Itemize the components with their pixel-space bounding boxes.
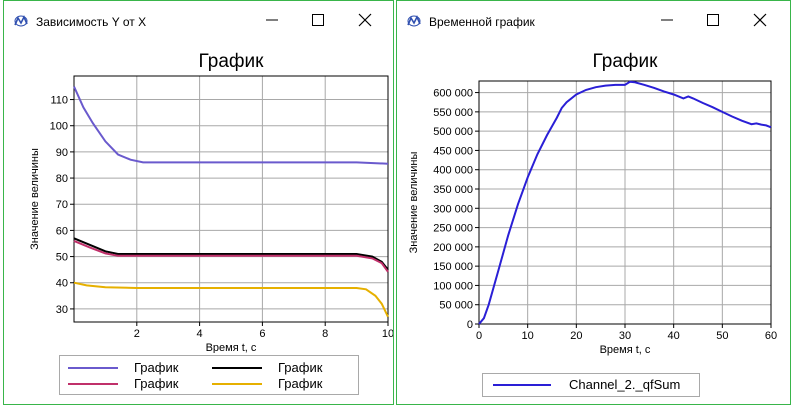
minimize-icon [266, 19, 278, 21]
y-tick-label: 110 [50, 95, 68, 107]
x-tick-label: 40 [668, 330, 680, 342]
chart-legend: Channel_2._qfSum [482, 373, 700, 397]
x-tick-label: 4 [197, 328, 203, 340]
minimize-icon [661, 19, 673, 21]
x-tick-label: 6 [259, 328, 265, 340]
chart-title: График [593, 51, 659, 72]
y-tick-label: 300 000 [433, 203, 473, 215]
y-tick-label: 500 000 [433, 126, 473, 138]
x-axis-label: Время t, с [206, 342, 257, 353]
y-tick-label: 60 [56, 225, 68, 237]
legend-label: График [134, 376, 179, 391]
series-line [73, 86, 389, 165]
maximize-button[interactable] [300, 7, 336, 33]
y-tick-label: 200 000 [433, 242, 473, 254]
close-button[interactable] [347, 7, 383, 33]
plot-area [74, 76, 388, 322]
x-tick-label: 10 [382, 328, 393, 340]
x-tick-label: 10 [522, 330, 534, 342]
y-tick-label: 40 [56, 278, 68, 290]
maximize-button[interactable] [695, 7, 731, 33]
x-tick-label: 8 [322, 328, 328, 340]
close-icon [358, 13, 372, 27]
x-tick-label: 50 [716, 330, 728, 342]
y-tick-label: 70 [56, 199, 68, 211]
x-axis-label: Время t, с [600, 344, 651, 356]
legend-swatch [212, 383, 262, 385]
y-tick-label: 50 [56, 252, 68, 264]
legend-swatch [493, 384, 551, 386]
chart-dependency: График 2 4 6 8 10 30 40 50 60 70 80 90 100 110 Время t,… [29, 51, 393, 353]
window-dependency-y-x: Зависимость Y от X График 2 4 6 8 10 30 40 50 60 7… [3, 0, 394, 405]
x-tick-label: 30 [619, 330, 631, 342]
legend-label: Channel_2._qfSum [569, 377, 681, 392]
y-tick-label: 30 [56, 304, 68, 316]
legend-swatch [68, 383, 118, 385]
y-tick-label: 600 000 [433, 88, 473, 100]
x-tick-label: 2 [134, 328, 140, 340]
y-tick-label: 50 000 [439, 300, 473, 312]
close-button[interactable] [742, 7, 778, 33]
y-tick-label: 150 000 [433, 261, 473, 273]
minimize-button[interactable] [254, 7, 290, 33]
y-tick-label: 90 [56, 147, 68, 159]
chart-legend: График График График График [59, 355, 359, 395]
legend-label: График [278, 376, 323, 391]
legend-swatch [68, 367, 118, 369]
app-chart-icon [14, 15, 28, 27]
y-axis-label: Значение величины [408, 152, 420, 254]
title-bar[interactable]: Зависимость Y от X [4, 1, 393, 41]
legend-label: График [278, 360, 323, 375]
series-line [73, 281, 389, 318]
window-title: Зависимость Y от X [36, 15, 147, 29]
series-line [73, 239, 389, 273]
y-tick-label: 400 000 [433, 165, 473, 177]
y-tick-label: 250 000 [433, 223, 473, 235]
x-tick-label: 20 [570, 330, 582, 342]
plot-frame [73, 75, 389, 323]
chart-time: График 0 10 20 30 40 50 60 0 50 000 100 000 150 000… [408, 51, 777, 356]
x-tick-label: 60 [765, 330, 777, 342]
chart-title: График [199, 51, 265, 72]
y-tick-label: 350 000 [433, 184, 473, 196]
y-tick-label: 80 [56, 173, 68, 185]
legend-label: График [134, 360, 179, 375]
y-tick-label: 100 [50, 121, 68, 133]
maximize-icon [707, 14, 719, 26]
plot-frame [478, 80, 772, 325]
close-icon [753, 13, 767, 27]
y-tick-label: 100 000 [433, 280, 473, 292]
window-time-chart: Временной график График 0 10 20 30 40 50 60 0 50 … [396, 0, 791, 405]
window-title: Временной график [429, 15, 535, 29]
y-axis-label: Значение величины [29, 148, 41, 250]
title-bar[interactable]: Временной график [397, 1, 790, 41]
minimize-button[interactable] [649, 7, 685, 33]
y-tick-label: 450 000 [433, 145, 473, 157]
legend-swatch [212, 367, 262, 369]
series-line [73, 237, 389, 271]
y-tick-label: 550 000 [433, 107, 473, 119]
y-tick-label: 0 [467, 319, 473, 331]
x-tick-label: 0 [476, 330, 482, 342]
maximize-icon [312, 14, 324, 26]
app-chart-icon [407, 15, 421, 27]
series-line [478, 80, 772, 325]
